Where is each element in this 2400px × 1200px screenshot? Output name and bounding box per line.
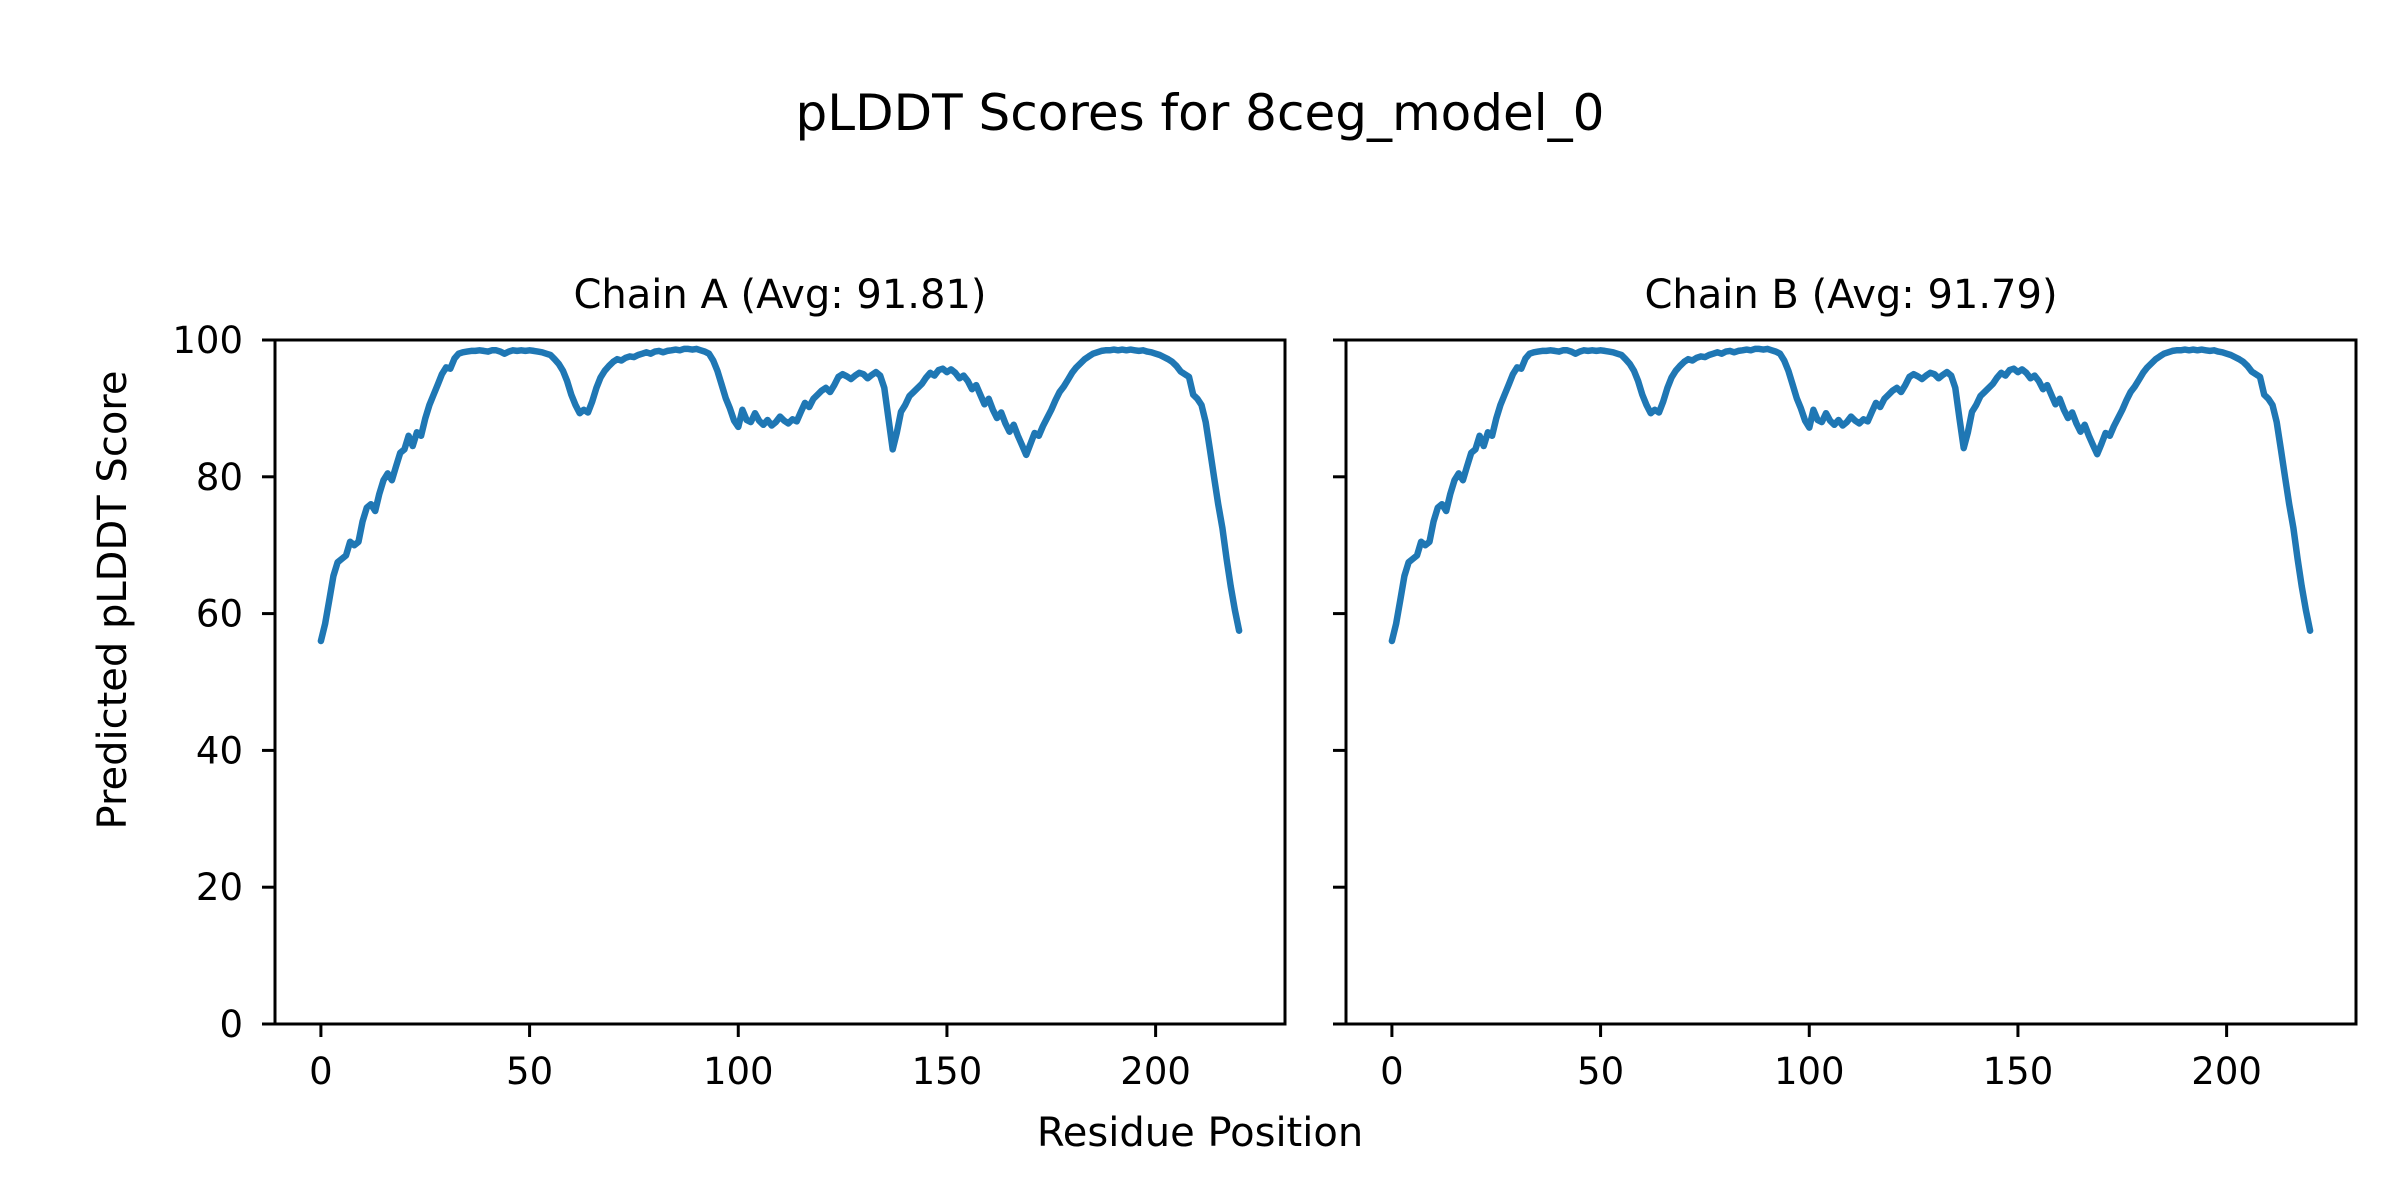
x-tick-label: 50	[1577, 1050, 1624, 1093]
plddt-line-chain-a	[317, 345, 1243, 645]
x-tick-label: 100	[703, 1050, 774, 1093]
y-tick-label: 20	[196, 866, 243, 909]
figure-title: pLDDT Scores for 8ceg_model_0	[795, 84, 1605, 142]
y-tick-label: 60	[196, 593, 243, 636]
x-tick-label: 0	[1380, 1050, 1404, 1093]
x-tick-label: 150	[1983, 1050, 2054, 1093]
subplot-title-chain-a: Chain A (Avg: 91.81)	[573, 272, 987, 318]
x-tick-label: 200	[1120, 1050, 1191, 1093]
plot-chain-a: 0 50 100 150 200 0 20 40 60 80 100	[172, 319, 1287, 1093]
x-tick-label: 150	[912, 1050, 983, 1093]
y-tick-label: 100	[172, 319, 243, 362]
y-tick-label: 40	[196, 729, 243, 772]
x-tick-label: 50	[506, 1050, 553, 1093]
plot-frame	[1344, 338, 2358, 1026]
plddt-line-chain-b	[1388, 345, 2314, 645]
y-tick-label: 80	[196, 456, 243, 499]
x-tick-label: 200	[2191, 1050, 2262, 1093]
subplot-title-chain-b: Chain B (Avg: 91.79)	[1644, 272, 2058, 318]
x-tick-label: 0	[309, 1050, 333, 1093]
y-tick-label: 0	[219, 1003, 243, 1046]
x-tick-label: 100	[1774, 1050, 1845, 1093]
plot-frame	[273, 338, 1287, 1026]
x-axis-label: Residue Position	[1036, 1110, 1364, 1156]
plot-chain-b: 0 50 100 150 200	[1333, 338, 2358, 1093]
